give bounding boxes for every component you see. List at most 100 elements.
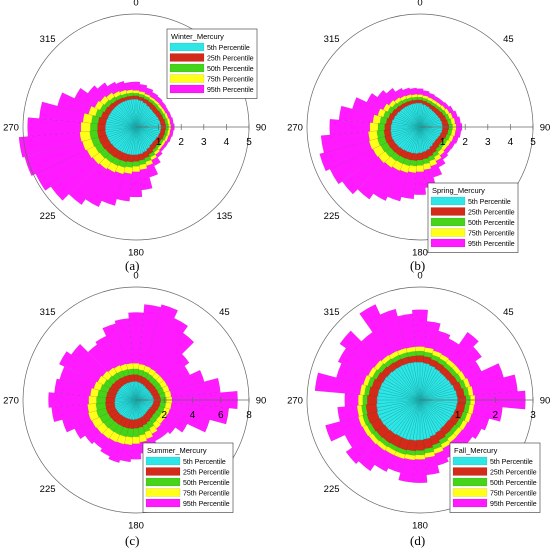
legend-label-p75: 75th Percentile — [183, 490, 230, 497]
legend-label-p50: 50th Percentile — [468, 220, 515, 227]
core-spoke-35 — [130, 99, 137, 128]
legend-swatch-p75 — [452, 488, 488, 497]
angle-label-135: 135 — [216, 211, 232, 222]
legend-swatch-p75 — [430, 228, 466, 237]
core-spoke-31 — [400, 110, 421, 128]
core-spoke-24 — [110, 126, 137, 143]
core-spoke-31 — [113, 108, 137, 128]
core-spoke-29 — [117, 392, 137, 401]
core-spoke-16 — [419, 399, 434, 436]
core-spoke-1 — [135, 100, 141, 128]
legend-swatch-p50 — [169, 63, 205, 73]
core-spoke-22 — [392, 399, 421, 433]
legend-swatch-p75 — [145, 488, 181, 497]
core-spoke-11 — [419, 126, 441, 135]
legend-label-p5: 5th Percentile — [207, 45, 250, 52]
core-spoke-17 — [135, 126, 141, 154]
polar-panel-2: 1234504590135180225270315Spring_Mercury5… — [287, 0, 550, 259]
core-spoke-1 — [135, 382, 140, 401]
core-spoke-34 — [126, 100, 137, 128]
core-spoke-28 — [392, 121, 421, 128]
sector-p5-30 — [395, 111, 421, 128]
core-spoke-15 — [419, 399, 439, 432]
legend-label-p25: 25th Percentile — [490, 469, 537, 476]
core-spoke-24 — [117, 399, 137, 411]
angle-label-315: 315 — [324, 34, 340, 45]
legend-swatch-p50 — [452, 477, 488, 487]
core-spoke-26 — [391, 126, 421, 133]
legend-label-p95: 95th Percentile — [183, 501, 230, 508]
core-spoke-12 — [135, 126, 157, 139]
panel-label-b: (b) — [410, 258, 426, 273]
sector-p5-3 — [419, 368, 441, 401]
core-spoke-25 — [391, 126, 421, 138]
core-spoke-33 — [400, 366, 421, 401]
legend-swatch-p25 — [430, 207, 466, 216]
core-spoke-24 — [394, 126, 421, 142]
legend-swatch-p50 — [145, 477, 181, 487]
core-spoke-7 — [419, 387, 454, 401]
core-spoke-2 — [419, 366, 433, 401]
core-spoke-30 — [384, 379, 421, 401]
core-spoke-2 — [135, 383, 143, 401]
sector-p5-34 — [409, 103, 421, 128]
radial-tick-label-4: 5 — [246, 137, 252, 148]
radial-tick-label-0: 1 — [156, 137, 162, 148]
core-spoke-30 — [397, 113, 421, 128]
core-spoke-17 — [419, 126, 425, 152]
angle-label-225: 225 — [40, 211, 56, 222]
angle-label-225: 225 — [324, 211, 340, 222]
core-spoke-16 — [135, 126, 146, 152]
core-spoke-30 — [118, 389, 137, 401]
legend-swatch-p5 — [169, 42, 205, 52]
core-spoke-19 — [412, 399, 421, 441]
core-spoke-21 — [399, 399, 421, 437]
core-spoke-31 — [120, 387, 137, 401]
radial-tick-label-0: 2 — [161, 410, 167, 421]
core-spoke-1 — [419, 363, 427, 401]
panel-label-a: (a) — [125, 258, 140, 273]
core-spoke-12 — [419, 126, 439, 138]
angle-label-90: 90 — [540, 123, 550, 134]
legend-swatch-p5 — [145, 456, 181, 466]
core-spoke-4 — [135, 387, 147, 401]
core-spoke-13 — [135, 399, 149, 411]
legend: Winter_Mercury 5th Percentile 25th Percent… — [166, 28, 258, 99]
legend-swatch-p95 — [145, 498, 181, 508]
radial-tick-label-1: 2 — [178, 137, 184, 148]
core-spoke-21 — [405, 126, 421, 152]
radial-tick-label-0: 1 — [455, 410, 461, 421]
core-spoke-17 — [419, 399, 428, 439]
core-spoke-35 — [413, 362, 421, 401]
radial-tick-label-1: 2 — [493, 410, 499, 421]
angle-label-45: 45 — [503, 34, 514, 45]
legend-label-p75: 75th Percentile — [490, 490, 537, 497]
core-spoke-19 — [415, 126, 421, 154]
core-spoke-2 — [135, 103, 145, 128]
legend-title: Fall_Mercury — [454, 446, 498, 455]
legend-title: Winter_Mercury — [171, 32, 224, 41]
angle-label-90: 90 — [256, 123, 267, 134]
series-p5 — [376, 361, 458, 441]
core-spoke-7 — [135, 118, 159, 128]
core-spoke-34 — [129, 382, 137, 401]
angle-label-45: 45 — [219, 307, 230, 318]
legend-swatch-p25 — [452, 467, 488, 476]
radial-tick-label-2: 6 — [218, 410, 224, 421]
angle-label-180: 180 — [128, 248, 144, 259]
sector-p5-12 — [419, 399, 453, 421]
core-spoke-23 — [119, 399, 137, 414]
angle-label-315: 315 — [40, 307, 56, 318]
core-spoke-23 — [386, 399, 421, 428]
sector-p5-26 — [105, 126, 137, 136]
sector-p5-25 — [114, 399, 137, 410]
core-spoke-14 — [135, 126, 152, 145]
legend-label-p5: 5th Percentile — [490, 459, 533, 466]
core-spoke-10 — [419, 126, 442, 132]
core-spoke-25 — [107, 126, 137, 138]
core-spoke-15 — [135, 399, 145, 415]
core-spoke-6 — [419, 382, 451, 401]
core-spoke-19 — [130, 126, 137, 155]
core-spoke-29 — [394, 117, 421, 128]
